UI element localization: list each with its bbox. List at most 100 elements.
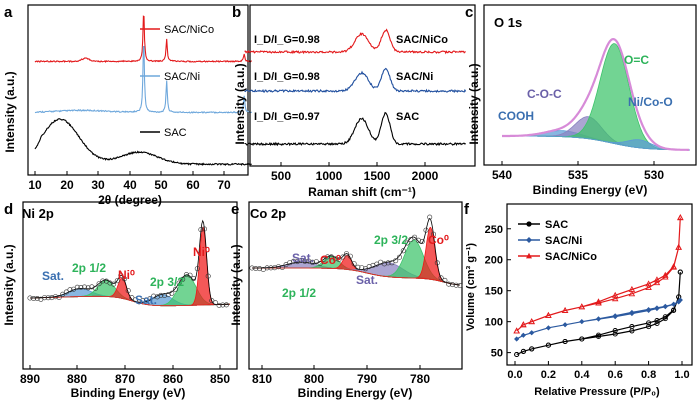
- a-xtick-label: 10: [28, 178, 42, 192]
- c-component-labels: COOH C-O-C O=C Ni/Co-O: [498, 53, 673, 123]
- f-legend-sac-ni: SAC/Ni: [545, 235, 582, 247]
- b-xtick-labels: 500 1000 1500 2000: [271, 169, 439, 183]
- d-point: [205, 273, 211, 279]
- f-point-SAC: [612, 331, 618, 337]
- f-point-SAC/Ni: [612, 313, 618, 319]
- d-ylabel: Intensity (a.u.): [2, 244, 16, 325]
- d-point: [63, 289, 69, 295]
- e-label-sat-2: Sat.: [356, 273, 378, 287]
- f-point-SAC: [562, 338, 568, 345]
- d-axes-frame: [22, 201, 238, 370]
- e-point: [291, 258, 297, 264]
- c-xtick-label: 535: [568, 168, 588, 182]
- b-ylabel: Intensity (a.u.): [233, 63, 247, 144]
- b-label-sac-nico: SAC/NiCo: [396, 34, 448, 46]
- e-point: [419, 239, 425, 245]
- d-point: [165, 292, 171, 298]
- e-point: [325, 254, 331, 260]
- f-point-SAC/NiCo: [670, 263, 677, 270]
- d-point: [147, 296, 153, 302]
- f-point-SAC: [595, 332, 602, 338]
- e-point: [340, 254, 346, 260]
- e-component-labels: Sat. 2p 1/2 Co⁰ Sat. 2p 3/2 Co⁰: [282, 233, 449, 300]
- c-label-oc: O=C: [624, 53, 649, 67]
- e-point: [381, 261, 387, 267]
- e-point: [434, 260, 440, 266]
- c-fill-3: [502, 135, 690, 151]
- d-fill-5: [30, 226, 230, 307]
- d-point: [223, 302, 229, 308]
- d-point: [107, 280, 113, 286]
- e-point: [366, 263, 372, 269]
- f-point-SAC/NiCo: [561, 306, 569, 313]
- e-point: [343, 251, 349, 257]
- d-point: [49, 295, 55, 301]
- f-xtick-label: 1.0: [674, 369, 689, 381]
- f-legend-marker-sac-nico: [526, 252, 532, 259]
- f-point-SAC/Ni: [596, 316, 601, 322]
- e-point: [408, 237, 414, 243]
- e-point: [336, 256, 342, 262]
- c-ylabel: Intensity (a.u.): [467, 63, 481, 144]
- d-point: [191, 276, 197, 282]
- f-point-SAC/NiCo: [677, 214, 684, 221]
- b-xtick-label: 1000: [316, 169, 343, 183]
- f-xlabel: Relative Pressure (P/P₀): [534, 386, 660, 398]
- f-xtick-label: 0.2: [541, 369, 556, 381]
- d-xtick-label: 890: [20, 372, 40, 386]
- f-point-SAC/NiCo: [545, 311, 552, 318]
- c-xticks: [501, 161, 655, 165]
- e-point: [438, 275, 444, 281]
- d-point: [194, 266, 200, 272]
- e-point: [268, 265, 274, 271]
- d-point: [125, 288, 131, 294]
- c-xtick-label: 540: [492, 168, 512, 182]
- f-legend-sac-nico: SAC/NiCo: [545, 251, 597, 263]
- d-xtick-label: 850: [210, 372, 230, 386]
- d-point: [118, 272, 124, 278]
- e-point: [385, 260, 391, 266]
- f-point-SAC/Ni: [545, 325, 551, 331]
- d-point: [93, 285, 99, 291]
- d-point: [31, 295, 37, 301]
- f-point-SAC/Ni: [520, 332, 526, 338]
- f-point-SAC/NiCo: [675, 243, 682, 250]
- f-point-SAC/NiCo: [662, 273, 669, 280]
- d-point: [45, 295, 51, 301]
- f-axes-frame: [506, 203, 693, 366]
- e-point: [359, 265, 365, 271]
- d-point: [143, 297, 149, 303]
- f-ytick-label: 200: [485, 255, 503, 267]
- f-series-group: [513, 214, 684, 358]
- e-point: [389, 260, 395, 266]
- d-data-points: [27, 226, 229, 308]
- a-xlabel: 2θ (degree): [98, 193, 162, 207]
- f-ylabel: Volume (cm³ g⁻¹): [465, 243, 477, 331]
- b-ratio-sac: I_D/I_G=0.97: [254, 111, 320, 123]
- e-point: [264, 265, 270, 271]
- e-label-co0-2: Co⁰: [428, 233, 449, 247]
- e-point: [249, 265, 255, 271]
- f-point-SAC: [646, 324, 652, 330]
- e-point: [449, 282, 455, 288]
- a-curve-sac-nico: [34, 15, 252, 63]
- d-component-labels: Sat. 2p 1/2 Ni⁰ Sat. 2p 3/2 Ni⁰: [42, 245, 210, 307]
- e-xtick-label: 780: [410, 372, 430, 386]
- e-point: [321, 256, 327, 262]
- a-xtick-label: 50: [154, 178, 168, 192]
- f-point-SAC/NiCo: [645, 284, 652, 291]
- d-point: [213, 300, 219, 306]
- d-point: [60, 291, 66, 297]
- a-legend: SAC/NiCo SAC/Ni SAC: [140, 24, 214, 139]
- f-point-SAC/Ni: [671, 301, 677, 307]
- f-point-SAC/Ni: [514, 336, 520, 342]
- a-curve-sac-ni: [34, 45, 253, 114]
- d-point: [209, 298, 215, 304]
- f-legend: SAC SAC/Ni SAC/NiCo: [518, 219, 597, 263]
- f-xtick-label: 0.6: [608, 369, 623, 381]
- panel-c: c Intensity (a.u.) O 1s 540 535 530 Bind…: [465, 4, 697, 197]
- a-legend-sac-nico: SAC/NiCo: [164, 24, 214, 36]
- a-xtick-label: 40: [123, 178, 137, 192]
- f-line-SAC/NiCo: [516, 217, 681, 332]
